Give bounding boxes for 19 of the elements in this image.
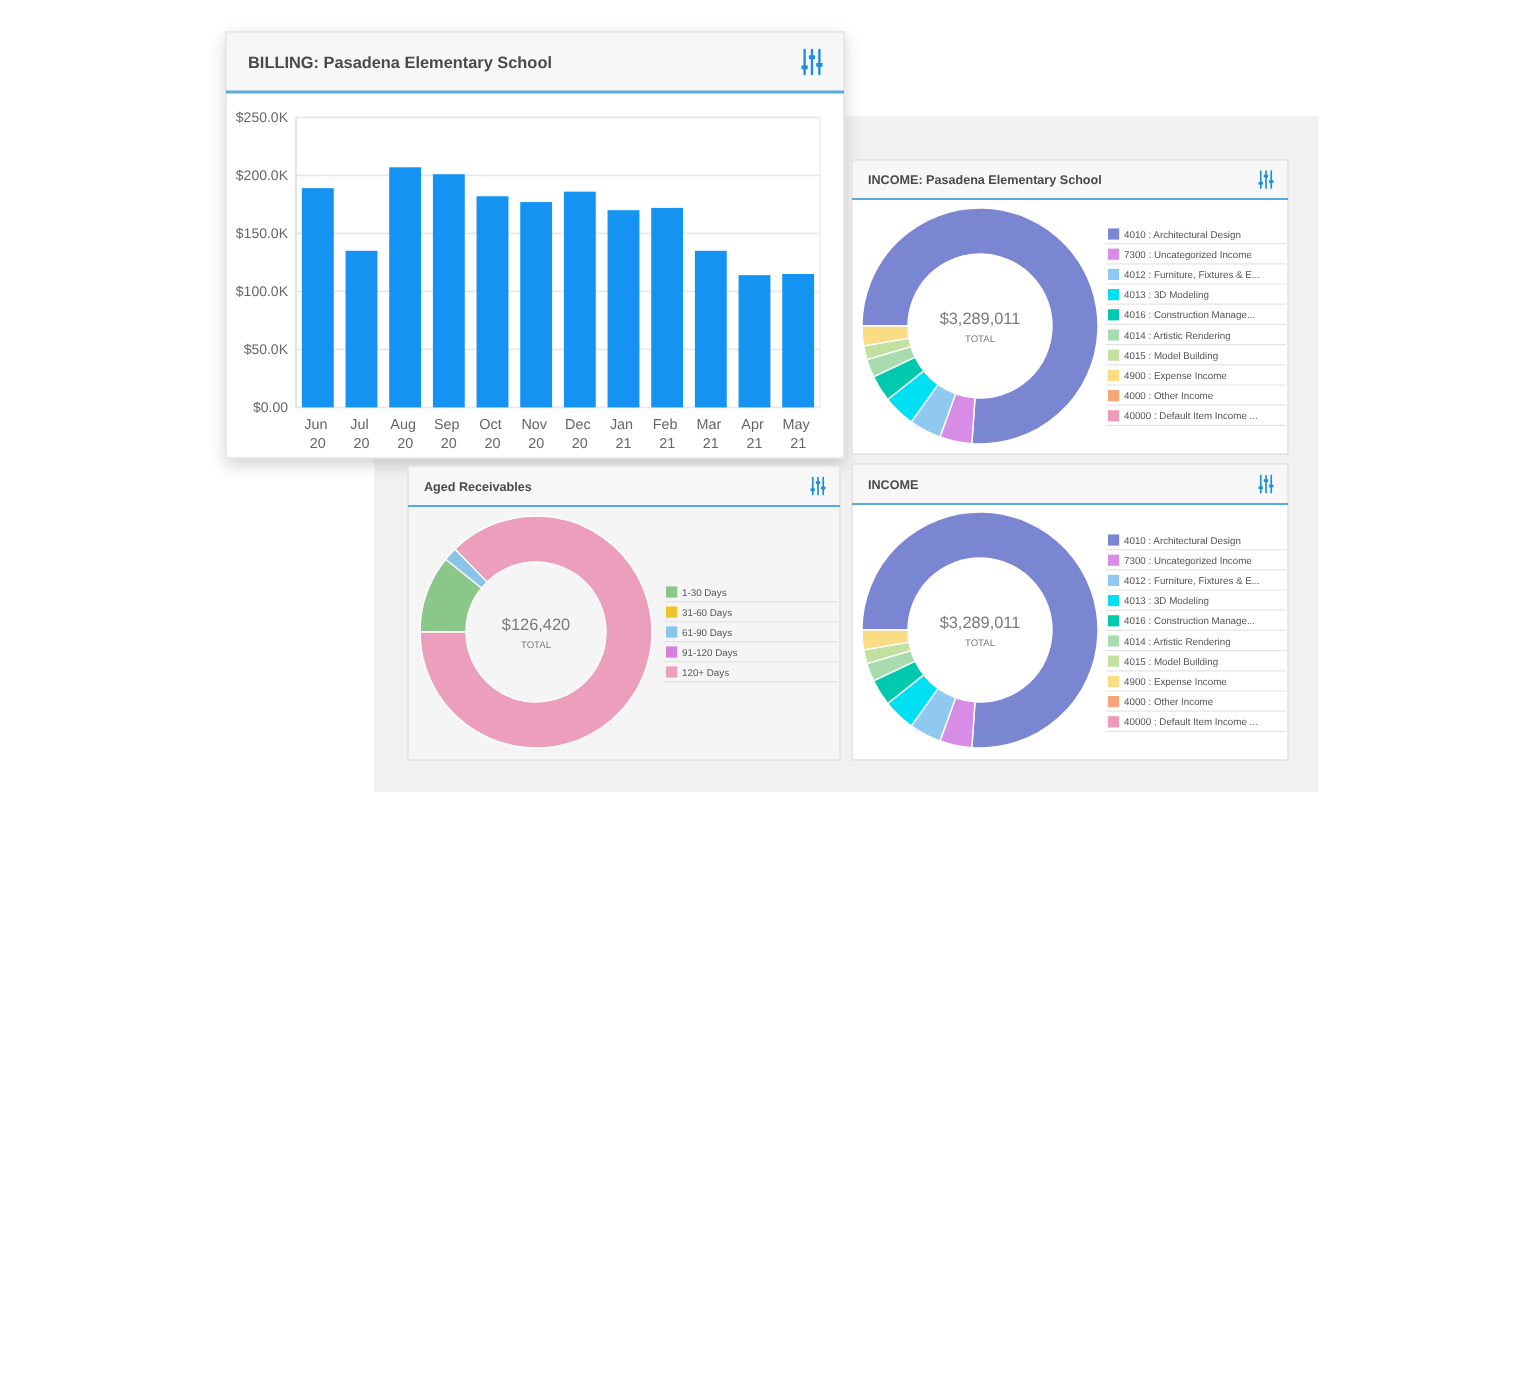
bar bbox=[345, 250, 378, 408]
text: $3,289,011 bbox=[939, 614, 1022, 632]
donut-slice bbox=[861, 511, 1099, 749]
bar bbox=[782, 274, 815, 408]
bar bbox=[607, 210, 640, 408]
text: $126,420 bbox=[501, 616, 572, 634]
bar bbox=[694, 250, 727, 408]
bar bbox=[563, 191, 596, 408]
text: $3,289,011 bbox=[939, 310, 1022, 328]
bar bbox=[738, 275, 771, 408]
bar bbox=[301, 188, 334, 408]
donut-slice bbox=[419, 515, 653, 749]
bar bbox=[476, 196, 509, 408]
bar bbox=[520, 202, 553, 408]
bar bbox=[432, 174, 465, 408]
chart-title: BILLING: Pasadena Elementary School bbox=[248, 53, 552, 72]
bar bbox=[651, 207, 684, 408]
donut-slice bbox=[861, 207, 1099, 445]
bar bbox=[389, 167, 422, 408]
